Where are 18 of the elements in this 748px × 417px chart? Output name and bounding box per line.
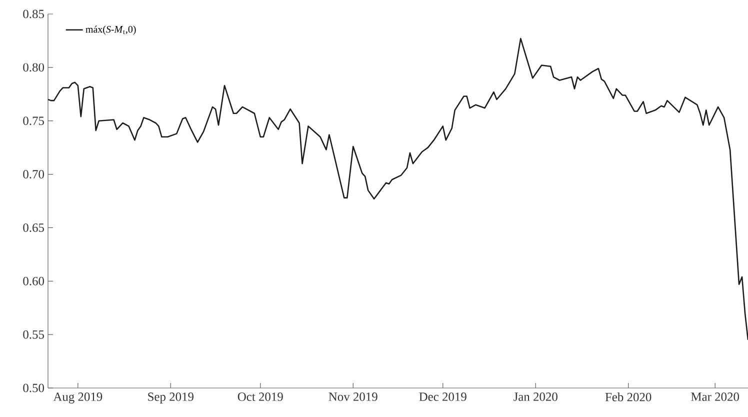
y-tick-label: 0.60 [23,276,44,286]
line-series [47,38,748,341]
x-tick-label: Feb 2020 [605,392,652,402]
x-tick-label: Jan 2020 [514,392,558,401]
y-tick-label: 0.80 [23,63,44,72]
y-tick-label: 0.85 [23,10,44,18]
legend-label: máx(S-M$_{t}$,0) [86,26,136,35]
y-tick-label: 0.75 [23,116,44,126]
x-tick-label: Aug 2019 [53,392,102,404]
x-tick-label: Nov 2019 [328,392,378,401]
x-tick-label: Dec 2019 [419,392,466,401]
y-tick-label: 0.65 [23,223,44,232]
x-tick-label: Mar 2020 [691,392,739,401]
y-tick-label: 0.70 [23,170,44,179]
x-tick-label: Sep 2019 [148,392,194,404]
x-tick-label: Oct 2019 [238,392,283,401]
y-tick-label: 0.50 [23,384,44,392]
y-tick-label: 0.55 [23,330,44,339]
